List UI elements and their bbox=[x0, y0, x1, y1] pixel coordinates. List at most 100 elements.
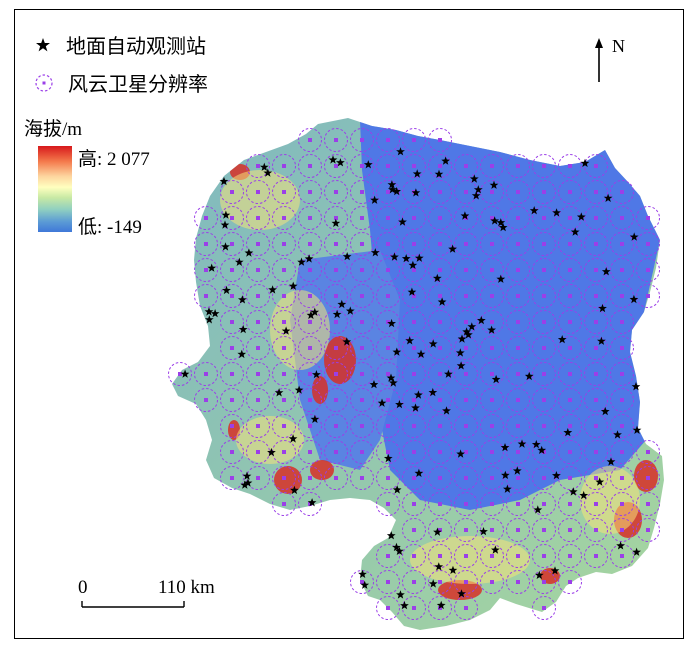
resolution-center bbox=[282, 242, 286, 246]
resolution-center bbox=[334, 190, 338, 194]
station-star bbox=[400, 601, 409, 610]
scale-start-label: 0 bbox=[78, 577, 88, 598]
resolution-circle bbox=[350, 128, 374, 152]
resolution-circle bbox=[558, 310, 582, 334]
resolution-center bbox=[412, 450, 416, 454]
resolution-center bbox=[438, 398, 442, 402]
resolution-circle bbox=[428, 310, 452, 334]
resolution-center bbox=[568, 580, 572, 584]
resolution-circle bbox=[636, 206, 660, 230]
north-arrow-icon bbox=[595, 38, 603, 82]
resolution-center bbox=[438, 424, 442, 428]
resolution-center bbox=[516, 398, 520, 402]
station-star bbox=[433, 527, 442, 536]
resolution-center bbox=[464, 268, 468, 272]
resolution-center bbox=[308, 242, 312, 246]
resolution-circle bbox=[558, 232, 582, 256]
station-star bbox=[281, 326, 291, 335]
resolution-circle bbox=[636, 258, 660, 282]
station-star bbox=[312, 370, 321, 379]
resolution-center bbox=[360, 138, 364, 142]
resolution-circle bbox=[298, 388, 322, 412]
resolution-circle bbox=[454, 492, 478, 516]
resolution-circle bbox=[246, 284, 270, 308]
station-star bbox=[441, 156, 450, 165]
resolution-circle bbox=[506, 544, 530, 568]
resolution-circle bbox=[194, 362, 218, 386]
station-star bbox=[369, 380, 379, 389]
resolution-circle bbox=[402, 154, 426, 178]
resolution-circle bbox=[272, 180, 296, 204]
station-star bbox=[237, 349, 247, 359]
station-star bbox=[259, 162, 269, 171]
resolution-circle bbox=[532, 414, 556, 438]
resolution-circle bbox=[480, 492, 504, 516]
resolution-circle bbox=[428, 544, 452, 568]
station-star bbox=[207, 263, 217, 272]
station-star bbox=[414, 468, 424, 477]
resolution-circle bbox=[532, 492, 556, 516]
resolution-center bbox=[438, 190, 442, 194]
resolution-center bbox=[386, 164, 390, 168]
resolution-center bbox=[412, 606, 416, 610]
station-star bbox=[306, 310, 316, 319]
resolution-circle bbox=[220, 180, 244, 204]
resolution-circle bbox=[272, 388, 296, 412]
resolution-center bbox=[256, 424, 260, 428]
resolution-center bbox=[412, 164, 416, 168]
resolution-center bbox=[516, 554, 520, 558]
resolution-circle bbox=[532, 596, 556, 620]
resolution-center bbox=[516, 580, 520, 584]
resolution-circle bbox=[376, 154, 400, 178]
resolution-center bbox=[594, 164, 598, 168]
resolution-circle bbox=[532, 310, 556, 334]
station-star bbox=[392, 186, 401, 196]
station-star bbox=[332, 309, 342, 319]
resolution-center bbox=[204, 216, 208, 220]
resolution-center bbox=[594, 372, 598, 376]
resolution-circle bbox=[480, 518, 504, 542]
resolution-center bbox=[386, 580, 390, 584]
transition-patches bbox=[220, 170, 640, 584]
resolution-center bbox=[256, 242, 260, 246]
resolution-circle bbox=[194, 206, 218, 230]
resolution-circle bbox=[272, 362, 296, 386]
resolution-center bbox=[412, 398, 416, 402]
resolution-circle bbox=[428, 492, 452, 516]
resolution-center bbox=[386, 398, 390, 402]
resolution-circle bbox=[428, 336, 452, 360]
resolution-circle bbox=[402, 596, 426, 620]
resolution-center bbox=[230, 450, 234, 454]
resolution-circle bbox=[584, 388, 608, 412]
station-star bbox=[304, 254, 314, 263]
resolution-circle bbox=[376, 596, 400, 620]
resolution-circle bbox=[480, 232, 504, 256]
resolution-circle bbox=[532, 232, 556, 256]
resolution-circle bbox=[428, 570, 452, 594]
resolution-circle bbox=[480, 258, 504, 282]
map-frame bbox=[14, 9, 684, 639]
resolution-center bbox=[542, 450, 546, 454]
resolution-center bbox=[490, 242, 494, 246]
resolution-center bbox=[386, 320, 390, 324]
station-star bbox=[576, 212, 586, 221]
station-star bbox=[517, 439, 527, 448]
resolution-circle bbox=[194, 388, 218, 412]
station-star bbox=[471, 191, 481, 200]
resolution-center bbox=[334, 216, 338, 220]
resolution-circle bbox=[428, 180, 452, 204]
resolution-center bbox=[308, 320, 312, 324]
resolution-circle bbox=[454, 232, 478, 256]
station-star bbox=[568, 487, 578, 496]
resolution-center bbox=[620, 268, 624, 272]
resolution-circle bbox=[532, 544, 556, 568]
resolution-center bbox=[230, 476, 234, 480]
resolution-center bbox=[334, 268, 338, 272]
resolution-circle bbox=[480, 440, 504, 464]
resolution-center bbox=[542, 320, 546, 324]
resolution-center bbox=[620, 424, 624, 428]
resolution-circle bbox=[636, 440, 660, 464]
resolution-circle bbox=[324, 440, 348, 464]
resolution-center bbox=[646, 450, 650, 454]
